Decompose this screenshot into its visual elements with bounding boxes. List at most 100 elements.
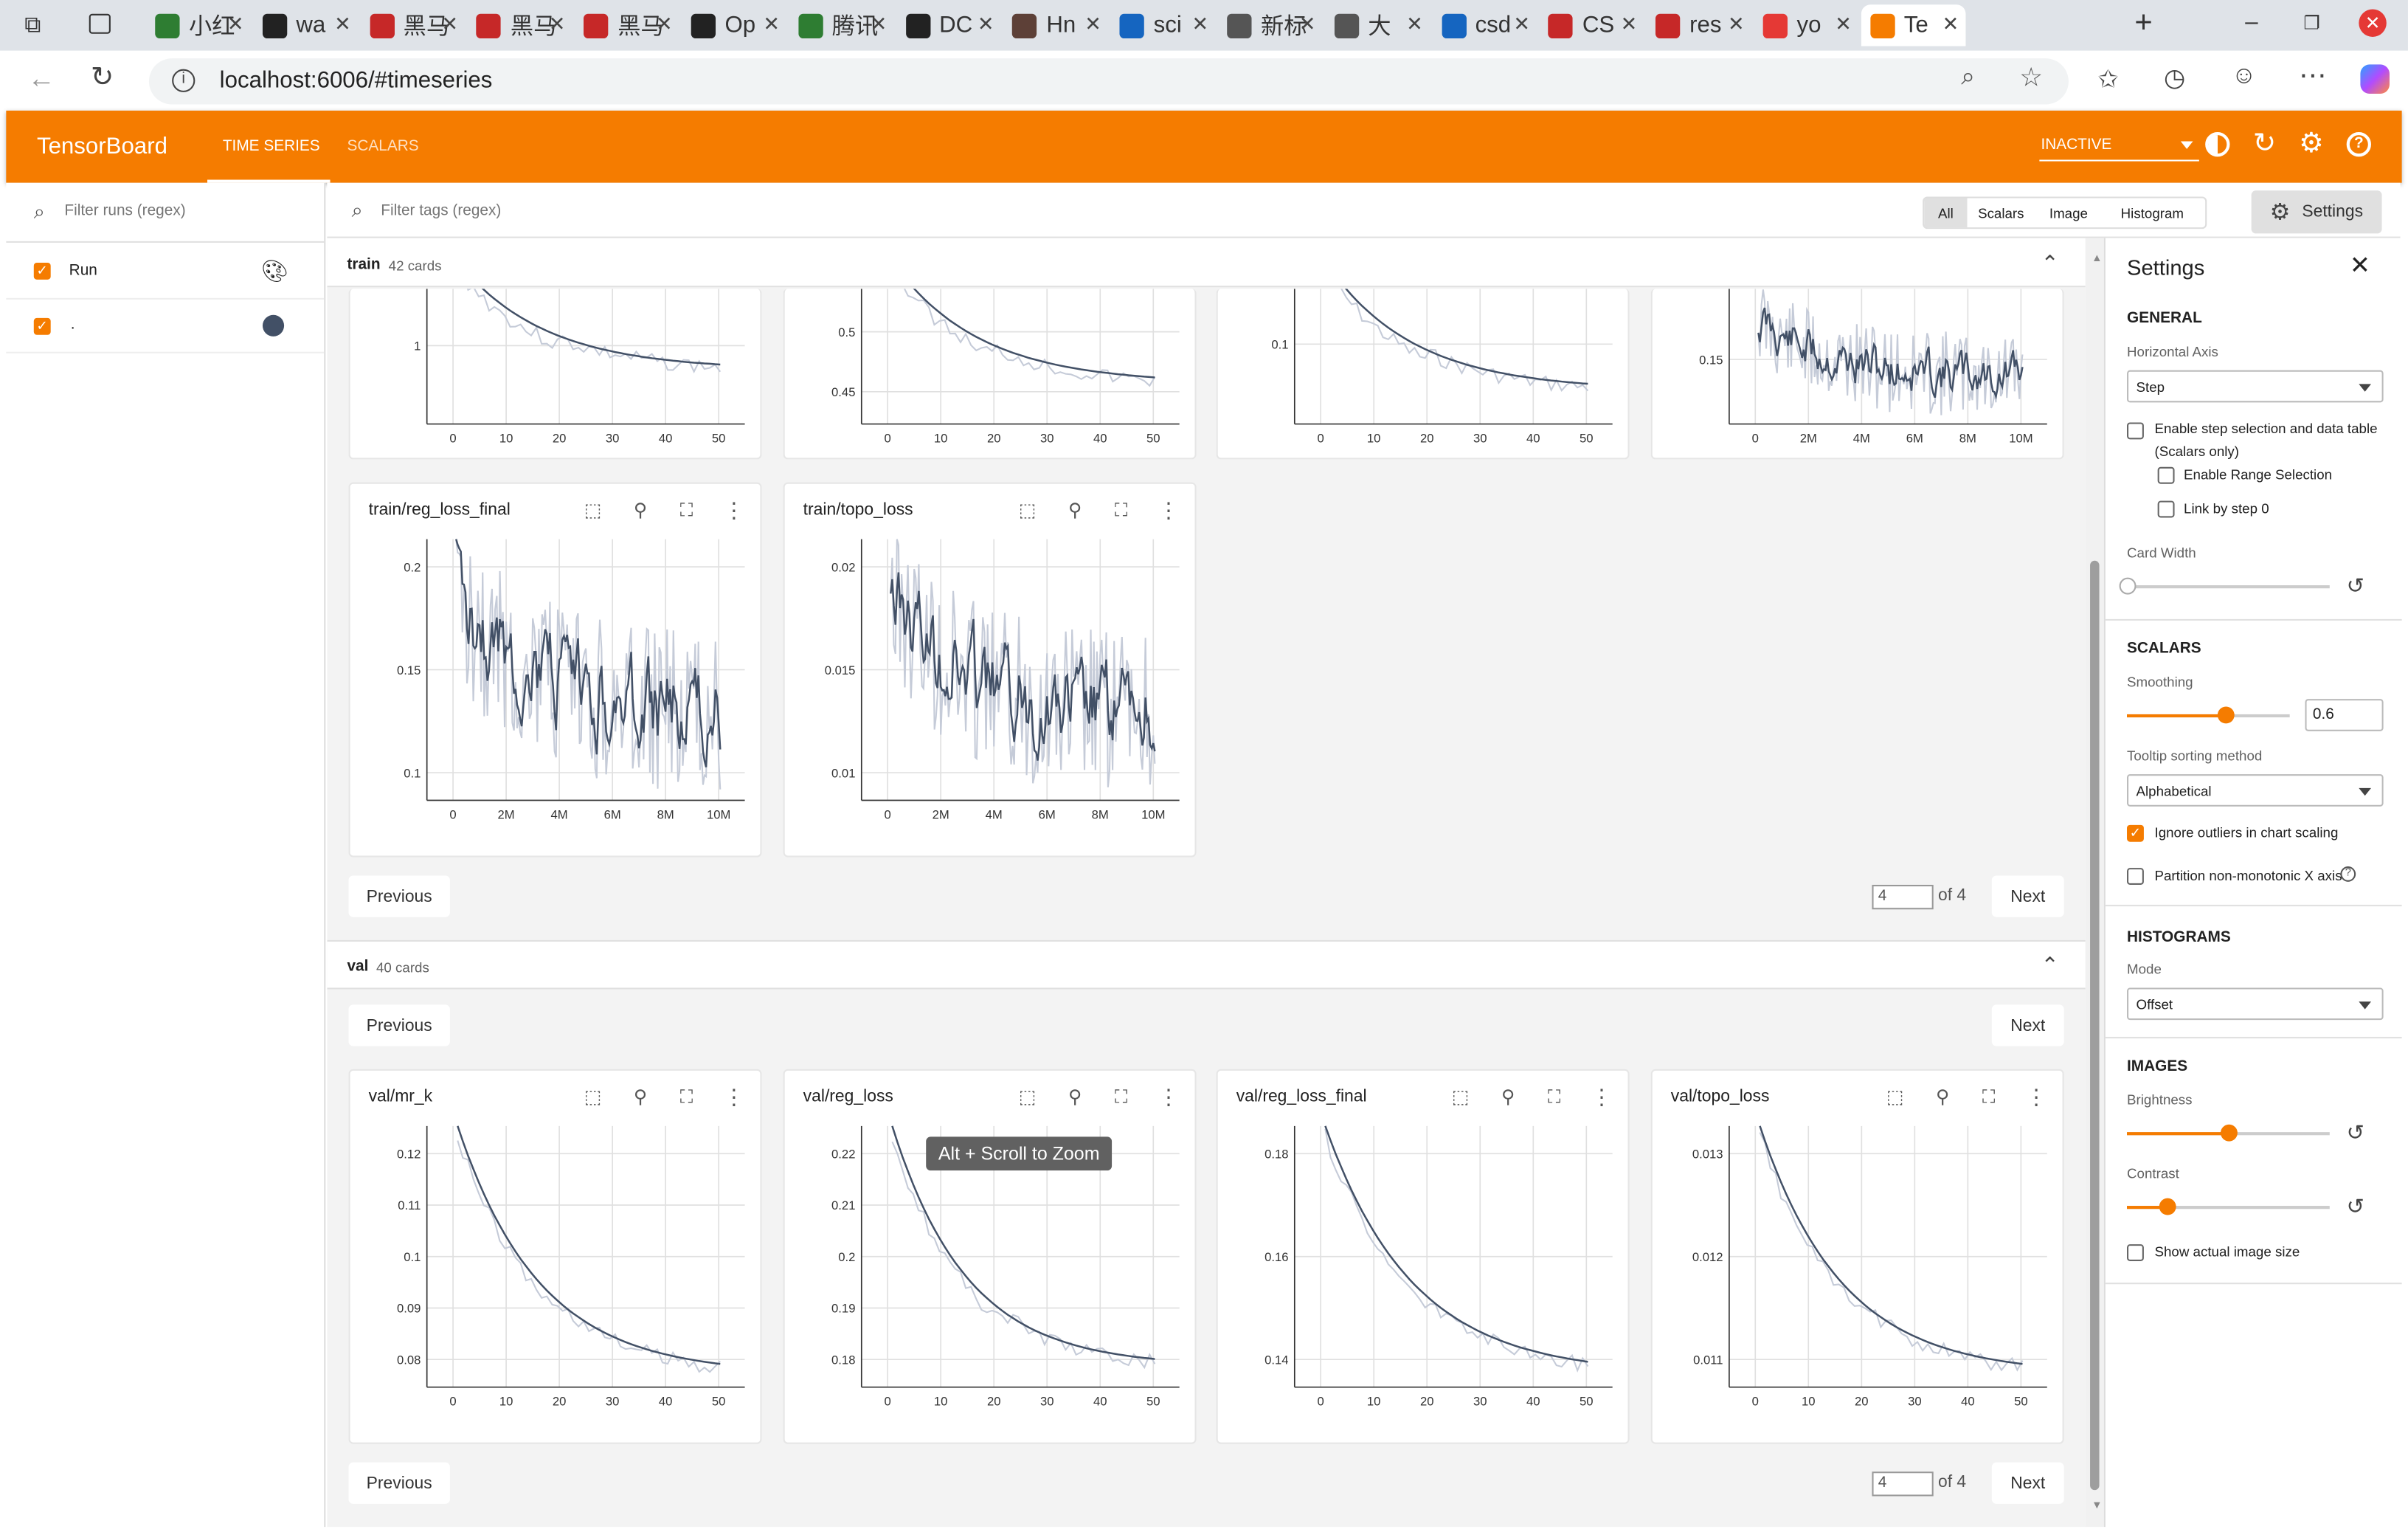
scalar-chart[interactable]: 0 10 20 30 40 50 0.12 0.11 0.1 0.09 0.08	[350, 1117, 764, 1442]
browser-tab[interactable]: 腾讯 ✕	[789, 4, 893, 46]
main-scrollbar[interactable]: ▲ ▼	[2085, 238, 2104, 1528]
more-menu-icon[interactable]: ⋯	[2299, 60, 2327, 91]
horizontal-axis-select[interactable]: Step	[2127, 370, 2384, 403]
chip-scalars[interactable]: Scalars	[1978, 204, 2024, 221]
run-checkbox[interactable]: ✓	[33, 317, 51, 335]
scalar-chart[interactable]: 0 2M 4M 6M 8M 10M 0.2 0.15 0.1	[350, 530, 764, 855]
close-tab-icon[interactable]: ✕	[1191, 12, 1209, 35]
close-tab-icon[interactable]: ✕	[1620, 12, 1638, 35]
collapse-val-icon[interactable]: ⌃	[2041, 952, 2059, 977]
close-tab-icon[interactable]: ✕	[226, 12, 244, 35]
close-tab-icon[interactable]: ✕	[334, 12, 351, 35]
close-tab-icon[interactable]: ✕	[1406, 12, 1423, 35]
browser-tab[interactable]: csd ✕	[1432, 4, 1536, 46]
browser-tab[interactable]: 黑马 ✕	[360, 4, 464, 46]
card-menu-icon[interactable]: ⋮	[723, 497, 745, 522]
fullscreen-icon[interactable]: ⛶	[1547, 1085, 1561, 1107]
card-menu-icon[interactable]: ⋮	[1158, 1083, 1180, 1108]
train-section-header[interactable]: train 42 cards ⌃	[327, 238, 2086, 288]
fullscreen-icon[interactable]: ⛶	[1114, 498, 1128, 520]
tags-filter-input[interactable]: Filter tags (regex)	[381, 202, 502, 220]
zoom-icon[interactable]: ⌕	[1961, 64, 1975, 91]
browser-tab[interactable]: Te ✕	[1861, 4, 1965, 46]
browser-tab[interactable]: yo ✕	[1754, 4, 1858, 46]
train-next-button[interactable]: Next	[1991, 875, 2064, 917]
close-tab-icon[interactable]: ✕	[548, 12, 566, 35]
val-section-header[interactable]: val 40 cards ⌃	[327, 939, 2086, 990]
scalar-chart[interactable]: 0 10 20 30 40 50 0.5 0.45	[785, 289, 1198, 459]
close-tab-icon[interactable]: ✕	[763, 12, 781, 35]
fit-domain-icon[interactable]: ⬚	[1451, 1086, 1470, 1108]
close-tab-icon[interactable]: ✕	[1942, 12, 1959, 35]
run-header-checkbox[interactable]: ✓	[33, 262, 51, 280]
tab-scalars[interactable]: SCALARS	[347, 138, 419, 156]
fit-domain-icon[interactable]: ⬚	[584, 499, 602, 521]
fit-domain-icon[interactable]: ⬚	[584, 1086, 602, 1108]
browser-tab[interactable]: 新标 ✕	[1218, 4, 1322, 46]
tab-actions-icon[interactable]	[89, 13, 111, 34]
close-tab-icon[interactable]: ✕	[441, 12, 459, 35]
scalar-chart[interactable]: 0 2M 4M 6M 8M 10M 0.15	[1653, 289, 2066, 459]
card-menu-icon[interactable]: ⋮	[2025, 1083, 2047, 1108]
contrast-knob[interactable]	[2159, 1198, 2176, 1215]
tab-time-series[interactable]: TIME SERIES	[207, 111, 331, 183]
val-previous-button[interactable]: Previous	[348, 1462, 450, 1504]
site-info-icon[interactable]: i	[172, 69, 196, 92]
partition-help-icon[interactable]: ?	[2340, 866, 2356, 882]
help-icon[interactable]: ?	[2346, 132, 2371, 157]
scalar-chart[interactable]: 0 10 20 30 40 50 0.013 0.012 0.011	[1653, 1117, 2066, 1442]
range-selection-checkbox[interactable]	[2157, 466, 2175, 484]
scalar-chart[interactable]: 0 10 20 30 40 50 0.18 0.16 0.14	[1218, 1117, 1631, 1442]
brightness-knob[interactable]	[2220, 1124, 2238, 1142]
mode-select[interactable]: Offset	[2127, 987, 2384, 1021]
theme-toggle-icon[interactable]	[2205, 132, 2230, 157]
fit-domain-icon[interactable]: ⬚	[1886, 1086, 1904, 1108]
train-page-input[interactable]: 4	[1872, 885, 1934, 910]
scrollbar-thumb[interactable]	[2090, 560, 2100, 1491]
close-window-icon[interactable]: ✕	[2359, 9, 2387, 37]
chip-image[interactable]: Image	[2049, 204, 2088, 221]
close-tab-icon[interactable]: ✕	[656, 12, 673, 35]
val-next-button-top[interactable]: Next	[1991, 1004, 2064, 1046]
back-icon[interactable]: ←	[27, 63, 55, 94]
close-tab-icon[interactable]: ✕	[1298, 12, 1316, 35]
step-selection-checkbox[interactable]	[2127, 422, 2144, 440]
palette-icon[interactable]: 🎨︎	[260, 258, 288, 283]
favorites-icon[interactable]: ✩	[2097, 67, 2119, 94]
close-tab-icon[interactable]: ✕	[870, 12, 888, 35]
val-next-button[interactable]: Next	[1991, 1462, 2064, 1504]
restore-icon[interactable]: ❐	[2303, 12, 2320, 34]
partition-checkbox[interactable]	[2127, 868, 2144, 886]
card-width-track[interactable]	[2127, 585, 2330, 589]
train-previous-button[interactable]: Previous	[348, 875, 450, 917]
copilot-icon[interactable]	[2360, 64, 2390, 94]
status-select[interactable]: INACTIVE	[2039, 129, 2199, 162]
chip-histogram[interactable]: Histogram	[2120, 204, 2184, 221]
contrast-track[interactable]	[2127, 1206, 2330, 1210]
browser-tab[interactable]: Op ✕	[682, 4, 786, 46]
settings-gear-icon[interactable]: ⚙	[2299, 127, 2324, 159]
val-previous-button-top[interactable]: Previous	[348, 1004, 450, 1046]
card-menu-icon[interactable]: ⋮	[1591, 1083, 1613, 1108]
pin-icon[interactable]: ⚲	[633, 1086, 648, 1108]
browser-tab[interactable]: Hn ✕	[1003, 4, 1107, 46]
scalar-chart[interactable]: 0 10 20 30 40 50 1	[350, 289, 764, 459]
close-tab-icon[interactable]: ✕	[1513, 12, 1531, 35]
smoothing-input[interactable]: 0.6	[2305, 699, 2384, 731]
fit-domain-icon[interactable]: ⬚	[1018, 1086, 1037, 1108]
tooltip-sort-select[interactable]: Alphabetical	[2127, 774, 2384, 807]
minimize-icon[interactable]: –	[2245, 9, 2258, 35]
val-page-input[interactable]: 4	[1872, 1471, 1934, 1497]
card-menu-icon[interactable]: ⋮	[723, 1083, 745, 1108]
browser-tab[interactable]: sci ✕	[1110, 4, 1214, 46]
run-color-swatch[interactable]	[262, 314, 285, 337]
favorite-star-icon[interactable]: ☆	[2019, 63, 2044, 92]
fullscreen-icon[interactable]: ⛶	[1114, 1085, 1128, 1107]
pin-icon[interactable]: ⚲	[1068, 499, 1082, 521]
browser-tab[interactable]: 小红 ✕	[146, 4, 250, 46]
runs-filter-input[interactable]: Filter runs (regex)	[64, 202, 186, 220]
browser-tab[interactable]: res ✕	[1647, 4, 1751, 46]
close-tab-icon[interactable]: ✕	[1727, 12, 1745, 35]
new-tab-icon[interactable]: +	[2134, 6, 2153, 41]
fullscreen-icon[interactable]: ⛶	[1982, 1085, 1996, 1107]
